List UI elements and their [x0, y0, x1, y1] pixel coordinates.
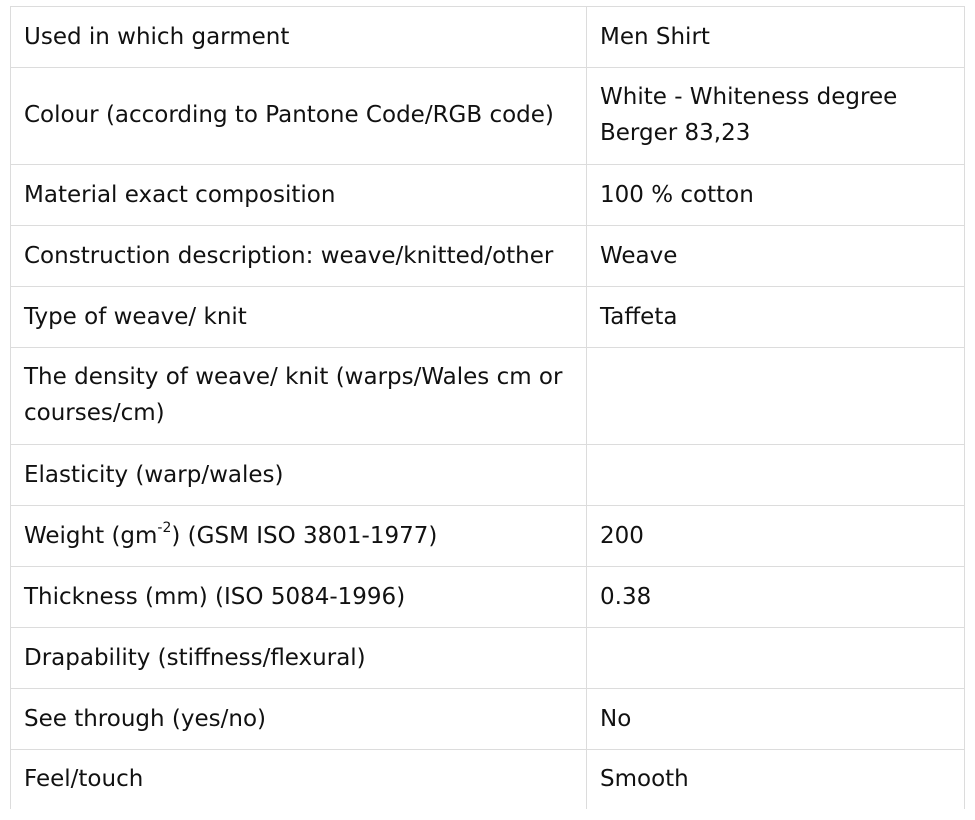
- property-cell: Colour (according to Pantone Code/RGB co…: [10, 67, 587, 165]
- value-cell: 0.38: [586, 566, 965, 628]
- value-cell: 200: [586, 505, 965, 567]
- weight-label-prefix: Weight (gm: [24, 523, 158, 549]
- table-row: Elasticity (warp/wales): [10, 444, 965, 506]
- property-cell: Thickness (mm) (ISO 5084-1996): [10, 566, 587, 628]
- table-row: Weight (gm-2) (GSM ISO 3801-1977) 200: [10, 505, 965, 567]
- table-row: Feel/touch Smooth: [10, 749, 965, 809]
- table-row: Used in which garment Men Shirt: [10, 6, 965, 68]
- value-cell: [586, 627, 965, 689]
- table-row: Construction description: weave/knitted/…: [10, 225, 965, 287]
- table-row: Drapability (stiffness/flexural): [10, 627, 965, 689]
- value-cell: 100 % cotton: [586, 164, 965, 226]
- value-cell: White - Whiteness degree Berger 83,23: [586, 67, 965, 165]
- property-cell: Construction description: weave/knitted/…: [10, 225, 587, 287]
- property-cell: Drapability (stiffness/flexural): [10, 627, 587, 689]
- value-cell: Weave: [586, 225, 965, 287]
- table-row: Thickness (mm) (ISO 5084-1996) 0.38: [10, 566, 965, 628]
- property-cell: Material exact composition: [10, 164, 587, 226]
- table-row: The density of weave/ knit (warps/Wales …: [10, 347, 965, 445]
- property-cell: See through (yes/no): [10, 688, 587, 750]
- property-cell: The density of weave/ knit (warps/Wales …: [10, 347, 587, 445]
- fabric-spec-sheet: Used in which garment Men Shirt Colour (…: [10, 6, 965, 809]
- value-cell: Smooth: [586, 749, 965, 809]
- value-cell: Men Shirt: [586, 6, 965, 68]
- table-row: Type of weave/ knit Taffeta: [10, 286, 965, 348]
- weight-label-exponent: -2: [157, 520, 172, 537]
- value-cell: Taffeta: [586, 286, 965, 348]
- value-cell: [586, 347, 965, 445]
- table-row: See through (yes/no) No: [10, 688, 965, 750]
- property-cell: Feel/touch: [10, 749, 587, 809]
- property-cell: Used in which garment: [10, 6, 587, 68]
- property-cell: Elasticity (warp/wales): [10, 444, 587, 506]
- fabric-spec-table: Used in which garment Men Shirt Colour (…: [10, 6, 965, 809]
- weight-label-suffix: ) (GSM ISO 3801-1977): [171, 523, 438, 549]
- value-cell: No: [586, 688, 965, 750]
- table-row: Material exact composition 100 % cotton: [10, 164, 965, 226]
- property-cell: Type of weave/ knit: [10, 286, 587, 348]
- table-row: Colour (according to Pantone Code/RGB co…: [10, 67, 965, 165]
- value-cell: [586, 444, 965, 506]
- property-cell: Weight (gm-2) (GSM ISO 3801-1977): [10, 505, 587, 567]
